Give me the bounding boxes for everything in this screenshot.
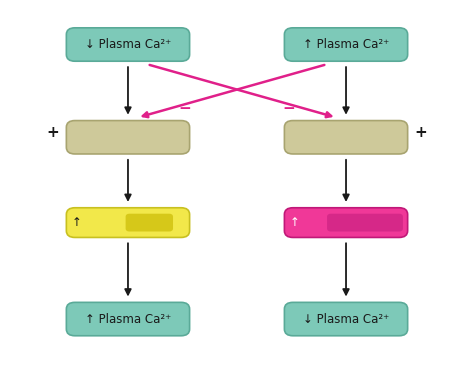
- FancyBboxPatch shape: [66, 121, 190, 154]
- FancyBboxPatch shape: [284, 121, 408, 154]
- FancyBboxPatch shape: [66, 302, 190, 336]
- FancyBboxPatch shape: [66, 208, 190, 237]
- Text: +: +: [47, 125, 59, 140]
- Text: ↑ Plasma Ca²⁺: ↑ Plasma Ca²⁺: [303, 38, 389, 51]
- Text: −: −: [179, 101, 191, 116]
- FancyBboxPatch shape: [284, 28, 408, 61]
- Text: ↑: ↑: [290, 216, 300, 229]
- Text: ↓ Plasma Ca²⁺: ↓ Plasma Ca²⁺: [85, 38, 171, 51]
- FancyBboxPatch shape: [284, 302, 408, 336]
- FancyBboxPatch shape: [284, 208, 408, 237]
- Text: −: −: [283, 101, 295, 116]
- FancyBboxPatch shape: [327, 214, 403, 232]
- FancyBboxPatch shape: [126, 214, 173, 232]
- Text: ↓ Plasma Ca²⁺: ↓ Plasma Ca²⁺: [303, 312, 389, 326]
- Text: ↑: ↑: [72, 216, 82, 229]
- FancyBboxPatch shape: [66, 28, 190, 61]
- Text: +: +: [415, 125, 427, 140]
- Text: ↑ Plasma Ca²⁺: ↑ Plasma Ca²⁺: [85, 312, 171, 326]
